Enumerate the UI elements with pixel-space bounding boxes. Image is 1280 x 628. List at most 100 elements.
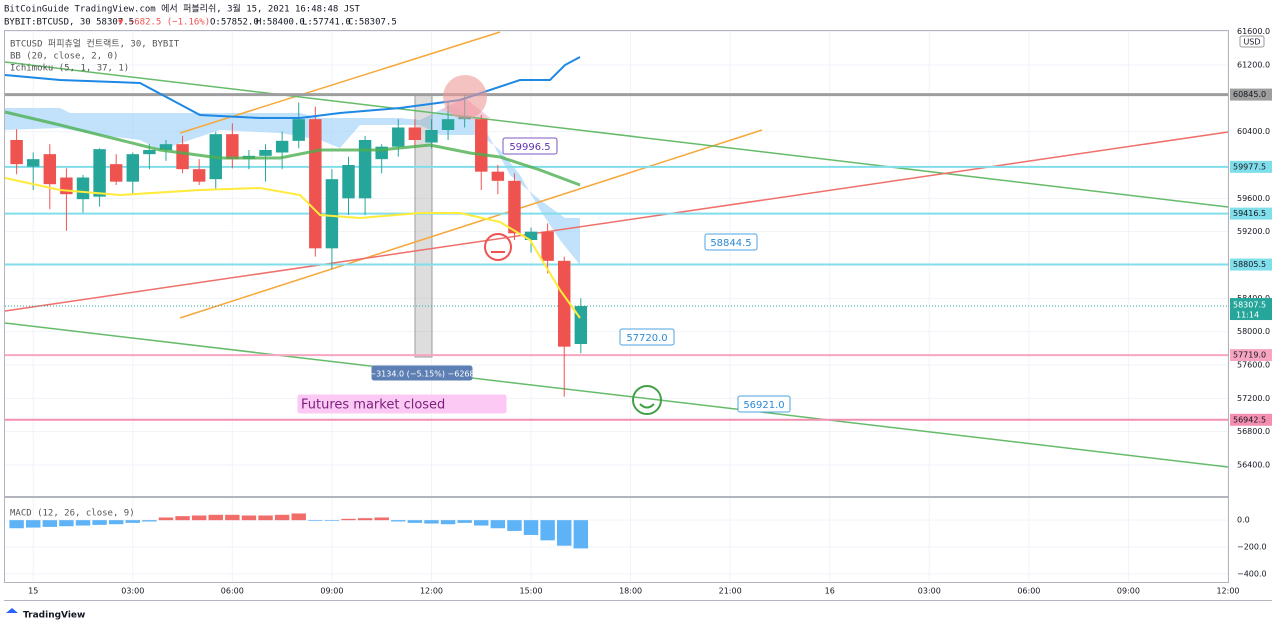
- price-label-bg: [1230, 207, 1272, 220]
- candle-body: [541, 231, 554, 261]
- x-tick-label: 18:00: [619, 587, 642, 596]
- price-label-bg: [1230, 413, 1272, 426]
- y-tick-label: 61600.0: [1237, 27, 1270, 36]
- bb-line: [4, 56, 581, 119]
- macd-bar: [241, 515, 257, 521]
- annotations: 59996.5 58844.5 57720.0 56921.0 −3134.0 (−5.…: [297, 137, 791, 414]
- macd-bar: [258, 515, 273, 521]
- currency-box: [1239, 35, 1265, 48]
- annotation: 58844.5: [710, 238, 751, 249]
- header-change: ▼ −682.5 (−1.16%): [118, 18, 210, 28]
- macd-bar: [92, 520, 107, 525]
- icon: [632, 385, 662, 415]
- annotation: 59996.5: [509, 142, 550, 153]
- candle-body: [76, 177, 90, 200]
- y-tick-label: 56400.0: [1237, 461, 1270, 470]
- annotation-box: [371, 365, 473, 381]
- main-pane-frame: [4, 30, 1229, 497]
- annotation-box: [737, 395, 791, 413]
- last-price-bg: [1230, 298, 1272, 321]
- trend-line: [179, 129, 763, 319]
- candle-body: [425, 130, 438, 143]
- macd-bar: [175, 516, 190, 521]
- macd-bar: [291, 513, 306, 521]
- macd-bar: [374, 517, 389, 521]
- macd-bar: [424, 520, 439, 524]
- candle-body: [43, 154, 57, 185]
- header-ohlc: C:58307.5: [348, 18, 397, 28]
- candle-body: [392, 127, 405, 147]
- candle-body: [143, 150, 156, 155]
- macd-bar: [557, 520, 572, 546]
- macd-bar: [407, 520, 423, 523]
- macd-bar: [523, 520, 539, 535]
- x-tick-label: 12:00: [420, 587, 443, 596]
- y-tick-label: 0.0: [1237, 516, 1250, 525]
- macd-bar: [507, 520, 522, 531]
- macd-bar: [142, 520, 157, 522]
- x-tick-label: 06:00: [1017, 587, 1040, 596]
- macd-bar: [9, 520, 24, 529]
- macd-title: MACD (12, 26, close, 9): [10, 509, 135, 519]
- annotation-box: [297, 394, 507, 414]
- candle-body: [358, 140, 372, 199]
- candle-body: [558, 260, 571, 347]
- macd-bar: [308, 520, 323, 521]
- price-label-bg: [1230, 160, 1272, 173]
- macd-bar: [391, 520, 406, 522]
- candle-body: [441, 119, 455, 130]
- y-tick-label: −200.0: [1237, 543, 1267, 552]
- macd-bar: [59, 520, 74, 527]
- price-label: 58805.5: [1233, 260, 1266, 269]
- trend-line: [4, 131, 1229, 312]
- y-tick-label: −400.0: [1237, 569, 1267, 578]
- candle-body: [475, 119, 488, 172]
- trend-line: [4, 61, 1229, 208]
- candle-body: [176, 144, 189, 170]
- y-tick-label: 57200.0: [1237, 394, 1270, 403]
- candle-body: [508, 180, 521, 234]
- header-symbol: BYBIT:BTCUSD, 30 58307.5: [4, 18, 134, 28]
- candle-body: [408, 127, 422, 140]
- macd-bar: [75, 520, 91, 526]
- candle-body: [275, 140, 289, 153]
- y-tick-label: 58000.0: [1237, 327, 1270, 336]
- legend-item: Ichimoku (5, 1, 37, 1): [10, 64, 129, 74]
- candle-body: [159, 144, 173, 150]
- currency: USD: [1243, 38, 1260, 47]
- macd-bar: [474, 520, 489, 526]
- macd-bar: [457, 520, 472, 523]
- macd-bar: [225, 514, 240, 521]
- price-lines: [5, 93, 1228, 421]
- header-ohlc: O:57852.0: [210, 18, 259, 28]
- x-tick-label: 21:00: [719, 587, 742, 596]
- header-ohlc: L:57741.0: [302, 18, 351, 28]
- macd-bar: [357, 518, 373, 521]
- y-tick-label: 61200.0: [1237, 61, 1270, 70]
- x-tick-label: 09:00: [320, 587, 343, 596]
- header-ohlc: H:58400.0: [256, 18, 305, 28]
- y-tick-label: 59600.0: [1237, 194, 1270, 203]
- y-tick-label: 56800.0: [1237, 427, 1270, 436]
- candle-body: [524, 231, 538, 240]
- annotation: −3134.0 (−5.15%) −6268: [369, 370, 474, 379]
- macd-bar: [324, 520, 340, 521]
- macd-bar: [540, 520, 555, 541]
- icon: [484, 233, 512, 261]
- macd-pane-frame: [4, 497, 1229, 583]
- price-label: 60845.0: [1233, 90, 1266, 99]
- x-tick-label: 06:00: [221, 587, 244, 596]
- x-tick-label: 15:00: [520, 587, 543, 596]
- candle-body: [342, 165, 355, 199]
- macd-bar: [341, 518, 356, 521]
- macd-bar: [158, 517, 174, 521]
- price-label: 59977.5: [1233, 162, 1266, 171]
- candle-body: [491, 171, 505, 181]
- last-price-label: 58307.5: [1233, 301, 1266, 310]
- candle-body: [309, 119, 322, 249]
- candle-body: [10, 140, 23, 165]
- candles: [10, 94, 588, 397]
- x-tick-label: 03:00: [121, 587, 144, 596]
